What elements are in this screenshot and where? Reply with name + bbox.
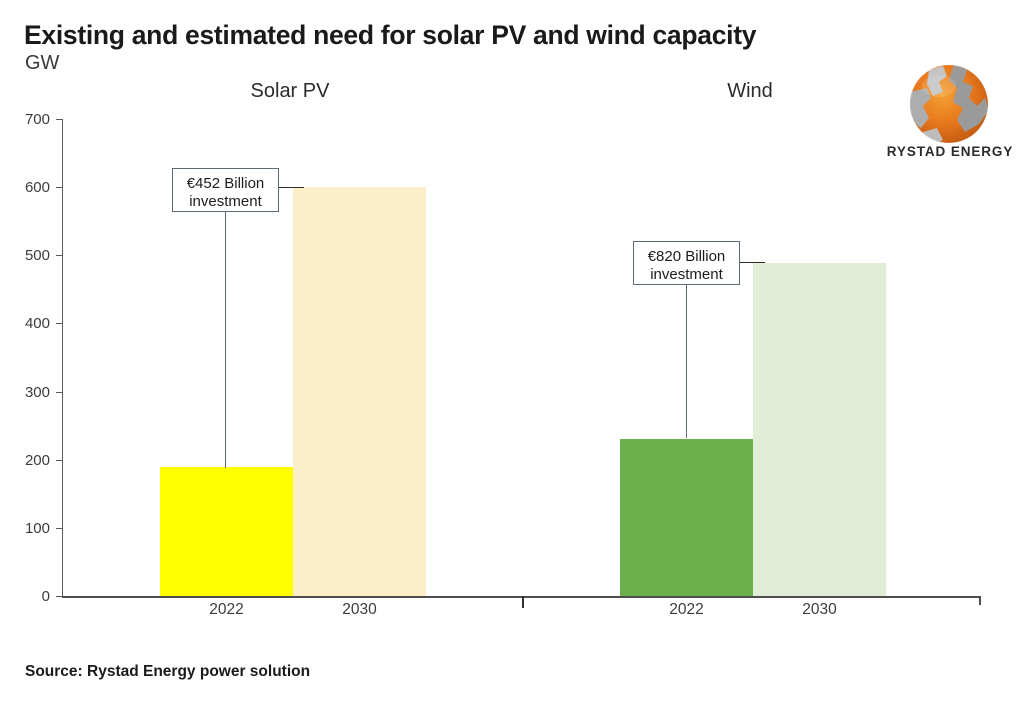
y-tick-mark-600 (56, 187, 62, 188)
x-axis-line (62, 596, 980, 598)
y-tick-mark-0 (56, 596, 62, 597)
bar-solar-pv-2022[interactable] (160, 466, 293, 596)
y-tick-label-200: 200 (24, 452, 50, 469)
y-tick-label-500: 500 (24, 247, 50, 264)
group-divider-tick (522, 596, 524, 608)
y-tick-label-100: 100 (24, 520, 50, 537)
y-tick-mark-400 (56, 323, 62, 324)
group-header-solar-pv: Solar PV (250, 80, 330, 102)
y-tick-mark-500 (56, 255, 62, 256)
y-tick-label-300: 300 (24, 384, 50, 401)
callout-wind-line2: investment (650, 266, 723, 284)
callout-stem-wind (686, 283, 688, 438)
y-tick-label-600: 600 (24, 179, 50, 196)
y-tick-mark-700 (56, 119, 62, 120)
y-tick-label-400: 400 (24, 315, 50, 332)
y-axis-line (62, 119, 63, 597)
page-title: Existing and estimated need for solar PV… (24, 20, 757, 50)
y-tick-mark-300 (56, 392, 62, 393)
source-note: Source: Rystad Energy power solution (25, 663, 311, 680)
y-tick-mark-100 (56, 528, 62, 529)
x-tick-label-solar-2022: 2022 (209, 601, 244, 618)
callout-wind-line1: €820 Billion (647, 248, 726, 265)
group-header-wind: Wind (727, 80, 773, 102)
y-tick-label-700: 700 (24, 111, 50, 128)
callout-arm-solar-pv (278, 187, 304, 189)
logo-wordmark: RYSTAD ENERGY (886, 144, 1014, 159)
callout-wind-investment[interactable]: €820 Billion investment (633, 241, 740, 285)
y-axis-unit-label: GW (25, 52, 60, 74)
callout-arm-wind (739, 262, 765, 264)
y-tick-label-0: 0 (41, 588, 50, 605)
x-axis-end-tick (979, 596, 981, 605)
callout-solar-pv-line2: investment (189, 193, 262, 211)
globe-icon (910, 65, 988, 143)
bar-wind-2022[interactable] (620, 438, 753, 596)
rystad-energy-logo: RYSTAD ENERGY (880, 62, 1020, 166)
callout-solar-pv-investment[interactable]: €452 Billion investment (172, 168, 279, 212)
x-tick-label-wind-2022: 2022 (669, 601, 704, 618)
bar-wind-2030[interactable] (753, 262, 886, 596)
y-tick-mark-200 (56, 460, 62, 461)
callout-stem-solar-pv (225, 211, 227, 468)
x-tick-label-solar-2030: 2030 (342, 601, 377, 618)
x-tick-label-wind-2030: 2030 (802, 601, 837, 618)
bar-solar-pv-2030[interactable] (293, 187, 426, 596)
callout-solar-pv-line1: €452 Billion (186, 175, 265, 192)
